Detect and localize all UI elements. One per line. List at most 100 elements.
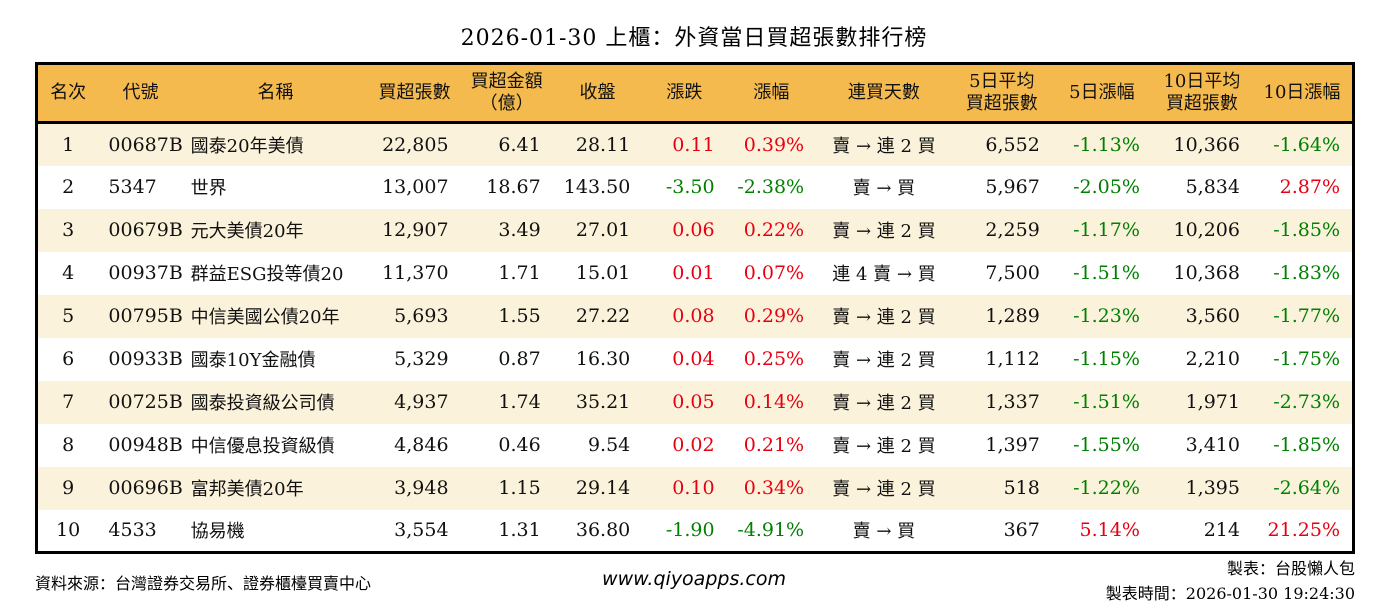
column-header-pct5: 5日漲幅 bbox=[1051, 63, 1152, 124]
column-header-code: 代號 bbox=[98, 63, 183, 124]
net-buy-volume-cell: 5,329 bbox=[394, 348, 449, 370]
avg5-volume-cell: 1,397 bbox=[985, 434, 1040, 456]
net-buy-volume-cell: 4,846 bbox=[394, 434, 449, 456]
column-header-avg10: 10日平均 買超張數 bbox=[1151, 63, 1252, 124]
buy-streak-cell: 賣 → 連 2 買 bbox=[832, 393, 936, 414]
website-watermark: www.qiyoapps.com bbox=[602, 568, 786, 590]
change-10d-cell: -1.77% bbox=[1273, 305, 1340, 327]
column-header-chg_pct: 漲幅 bbox=[726, 63, 817, 124]
table-row: 9 00696B 富邦美債20年 3,948 1.15 29.14 0.10 0.34% 賣 →… bbox=[36, 466, 1354, 510]
price-change-cell: 0.10 bbox=[672, 477, 715, 499]
change-percent-cell: 0.25% bbox=[743, 348, 805, 370]
close-price-cell: 16.30 bbox=[575, 348, 631, 370]
change-5d-cell: -1.51% bbox=[1073, 262, 1140, 284]
column-header-line1: 漲跌 bbox=[666, 81, 703, 103]
table-header: 名次 代號 名稱 買超張數 買超金額 （億） 收盤 漲跌 漲幅 連買天數 5日平均 買超張數 5日漲幅 1… bbox=[36, 63, 1354, 124]
change-percent-cell: 0.07% bbox=[743, 262, 805, 284]
rank-cell: 3 bbox=[62, 219, 75, 241]
buy-streak-cell: 賣 → 連 2 買 bbox=[832, 307, 936, 328]
avg5-volume-cell: 518 bbox=[1003, 477, 1040, 499]
code-cell: 4533 bbox=[108, 519, 157, 542]
change-5d-cell: -1.51% bbox=[1073, 391, 1140, 413]
table-container: 名次 代號 名稱 買超張數 買超金額 （億） 收盤 漲跌 漲幅 連買天數 5日平均 買超張數 5日漲幅 1… bbox=[35, 62, 1355, 554]
rank-cell: 9 bbox=[62, 477, 75, 499]
change-percent-cell: 0.14% bbox=[743, 391, 805, 413]
change-percent-cell: -2.38% bbox=[737, 176, 805, 198]
column-header-line1: 代號 bbox=[122, 81, 159, 103]
column-header-chg: 漲跌 bbox=[642, 63, 727, 124]
creator-note: 製表：台股懶人包 bbox=[1226, 559, 1355, 578]
change-5d-cell: -1.55% bbox=[1073, 434, 1140, 456]
avg5-volume-cell: 367 bbox=[1003, 519, 1040, 542]
rank-cell: 7 bbox=[62, 391, 75, 413]
column-header-amount: 買超金額 （億） bbox=[460, 63, 553, 124]
code-cell: 00937B bbox=[108, 262, 183, 284]
change-5d-cell: -2.05% bbox=[1073, 176, 1140, 198]
price-change-cell: 0.05 bbox=[672, 391, 715, 413]
stock-name-cell: 國泰10Y金融債 bbox=[190, 350, 316, 371]
avg10-volume-cell: 3,560 bbox=[1185, 305, 1240, 327]
close-price-cell: 29.14 bbox=[575, 477, 631, 499]
buy-streak-cell: 賣 → 連 2 買 bbox=[832, 135, 936, 157]
close-price-cell: 28.11 bbox=[575, 133, 631, 156]
change-5d-cell: -1.23% bbox=[1073, 305, 1140, 327]
change-10d-cell: -1.64% bbox=[1273, 133, 1340, 156]
stock-name-cell: 中信美國公債20年 bbox=[190, 307, 340, 328]
buy-streak-cell: 賣 → 連 2 買 bbox=[832, 479, 936, 500]
rank-cell: 6 bbox=[62, 348, 75, 370]
column-header-line1: 名稱 bbox=[257, 81, 294, 103]
column-header-line2: 買超張數 bbox=[1165, 93, 1238, 114]
avg10-volume-cell: 3,410 bbox=[1185, 434, 1240, 456]
stock-name-cell: 富邦美債20年 bbox=[190, 479, 304, 500]
price-change-cell: 0.08 bbox=[672, 305, 715, 327]
table-row: 1 00687B 國泰20年美債 22,805 6.41 28.11 0.11 0.39% 賣 … bbox=[36, 122, 1354, 166]
column-header-line2: 買超張數 bbox=[965, 93, 1038, 114]
change-percent-cell: 0.22% bbox=[743, 219, 805, 241]
avg10-volume-cell: 5,834 bbox=[1185, 176, 1240, 198]
avg10-volume-cell: 10,368 bbox=[1173, 262, 1240, 284]
column-header-line2: （億） bbox=[479, 93, 534, 114]
avg5-volume-cell: 5,967 bbox=[985, 176, 1040, 198]
stock-name-cell: 國泰20年美債 bbox=[190, 135, 304, 157]
avg10-volume-cell: 1,971 bbox=[1185, 391, 1240, 413]
price-change-cell: 0.04 bbox=[672, 348, 715, 370]
buy-streak-cell: 賣 → 買 bbox=[852, 178, 916, 199]
change-percent-cell: 0.39% bbox=[743, 133, 805, 156]
net-buy-volume-cell: 3,948 bbox=[394, 477, 449, 499]
price-change-cell: 0.01 bbox=[672, 262, 715, 284]
table-row: 2 5347 世界 13,007 18.67 143.50 -3.50 -2.38% 賣 → 買… bbox=[36, 165, 1354, 209]
change-5d-cell: 5.14% bbox=[1079, 519, 1140, 542]
stock-name-cell: 世界 bbox=[190, 178, 227, 199]
code-cell: 00933B bbox=[108, 348, 183, 370]
buy-streak-cell: 賣 → 連 2 買 bbox=[832, 350, 936, 371]
net-buy-volume-cell: 4,937 bbox=[394, 391, 449, 413]
code-cell: 00948B bbox=[108, 434, 183, 456]
table-row: 7 00725B 國泰投資級公司債 4,937 1.74 35.21 0.05 0.14% 賣 … bbox=[36, 380, 1354, 424]
price-change-cell: 0.11 bbox=[672, 133, 715, 156]
table-row: 4 00937B 群益ESG投等債20 11,370 1.71 15.01 0.01 0.07… bbox=[36, 251, 1354, 295]
close-price-cell: 143.50 bbox=[563, 176, 631, 198]
code-cell: 00725B bbox=[108, 391, 183, 413]
rank-cell: 5 bbox=[62, 305, 75, 327]
net-buy-amount-cell: 1.55 bbox=[498, 305, 541, 327]
change-percent-cell: 0.29% bbox=[743, 305, 805, 327]
table-row: 5 00795B 中信美國公債20年 5,693 1.55 27.22 0.08 0.29% 賣… bbox=[36, 294, 1354, 338]
avg5-volume-cell: 1,337 bbox=[985, 391, 1040, 413]
price-change-cell: -3.50 bbox=[665, 176, 715, 198]
change-10d-cell: -1.85% bbox=[1273, 434, 1340, 456]
stock-name-cell: 協易機 bbox=[190, 521, 245, 543]
stock-name-cell: 國泰投資級公司債 bbox=[190, 393, 335, 414]
stock-name-cell: 元大美債20年 bbox=[190, 221, 304, 242]
net-buy-amount-cell: 6.41 bbox=[498, 133, 541, 156]
close-price-cell: 9.54 bbox=[587, 434, 631, 456]
column-header-pct10: 10日漲幅 bbox=[1251, 63, 1354, 124]
created-time-note: 製表時間：2026-01-30 19:24:30 bbox=[1105, 584, 1355, 603]
change-percent-cell: 0.34% bbox=[743, 477, 805, 499]
stock-name-cell: 中信優息投資級債 bbox=[190, 436, 335, 457]
page-title: 2026-01-30 上櫃：外資當日買超張數排行榜 bbox=[460, 26, 928, 51]
rank-cell: 8 bbox=[62, 434, 75, 456]
avg10-volume-cell: 214 bbox=[1203, 519, 1240, 542]
change-10d-cell: 2.87% bbox=[1279, 176, 1340, 198]
table-body: 1 00687B 國泰20年美債 22,805 6.41 28.11 0.11 0.39% 賣 … bbox=[36, 122, 1354, 553]
